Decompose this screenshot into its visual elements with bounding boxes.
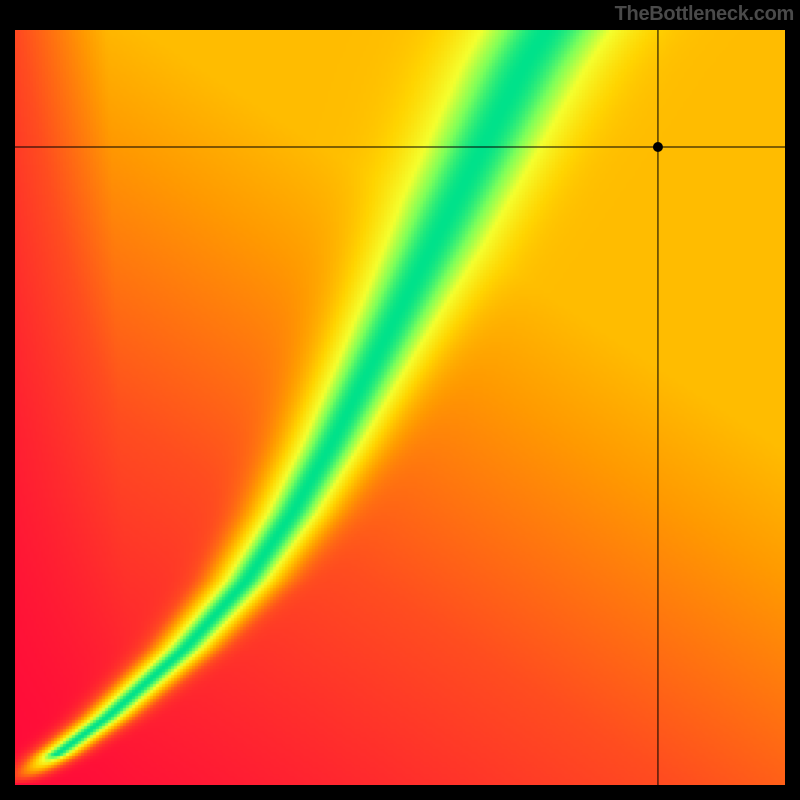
watermark-text: TheBottleneck.com: [615, 3, 794, 26]
heatmap-canvas: [15, 30, 785, 785]
heatmap-plot: [15, 30, 785, 785]
